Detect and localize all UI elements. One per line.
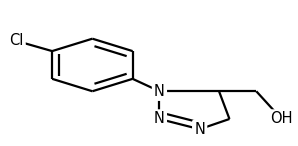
Text: N: N [154,84,165,99]
Text: N: N [194,122,205,137]
Text: Cl: Cl [9,33,24,48]
Text: N: N [154,84,165,99]
Text: Cl: Cl [9,33,24,48]
Text: N: N [154,112,165,126]
Text: OH: OH [270,112,293,126]
Text: N: N [194,122,205,137]
Text: OH: OH [270,112,293,126]
Text: N: N [154,112,165,126]
